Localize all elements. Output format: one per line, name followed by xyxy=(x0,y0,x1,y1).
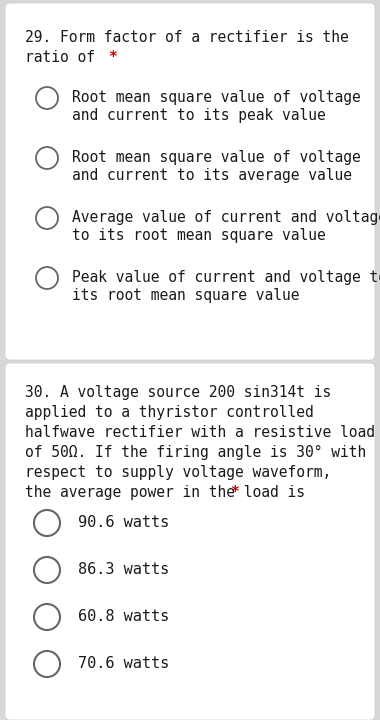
Text: and current to its average value: and current to its average value xyxy=(72,168,352,183)
Text: *: * xyxy=(231,485,239,500)
Text: *: * xyxy=(108,50,117,65)
Text: of 50Ω. If the firing angle is 30° with: of 50Ω. If the firing angle is 30° with xyxy=(25,445,366,460)
Text: its root mean square value: its root mean square value xyxy=(72,288,299,303)
FancyBboxPatch shape xyxy=(5,363,375,720)
Text: applied to a thyristor controlled: applied to a thyristor controlled xyxy=(25,405,314,420)
FancyBboxPatch shape xyxy=(5,3,375,360)
Text: 30. A voltage source 200 sin314t is: 30. A voltage source 200 sin314t is xyxy=(25,385,331,400)
Text: 86.3 watts: 86.3 watts xyxy=(78,562,169,577)
Text: 90.6 watts: 90.6 watts xyxy=(78,515,169,530)
Text: to its root mean square value: to its root mean square value xyxy=(72,228,326,243)
Text: and current to its peak value: and current to its peak value xyxy=(72,108,326,123)
Text: Root mean square value of voltage: Root mean square value of voltage xyxy=(72,90,361,105)
Text: Root mean square value of voltage: Root mean square value of voltage xyxy=(72,150,361,165)
Text: Average value of current and voltage: Average value of current and voltage xyxy=(72,210,380,225)
Text: Peak value of current and voltage to: Peak value of current and voltage to xyxy=(72,270,380,285)
Text: halfwave rectifier with a resistive load: halfwave rectifier with a resistive load xyxy=(25,425,375,440)
Text: 29. Form factor of a rectifier is the: 29. Form factor of a rectifier is the xyxy=(25,30,349,45)
Text: 70.6 watts: 70.6 watts xyxy=(78,656,169,671)
Text: ratio of: ratio of xyxy=(25,50,104,65)
Text: 60.8 watts: 60.8 watts xyxy=(78,609,169,624)
Text: respect to supply voltage waveform,: respect to supply voltage waveform, xyxy=(25,465,331,480)
Text: the average power in the load is: the average power in the load is xyxy=(25,485,305,500)
